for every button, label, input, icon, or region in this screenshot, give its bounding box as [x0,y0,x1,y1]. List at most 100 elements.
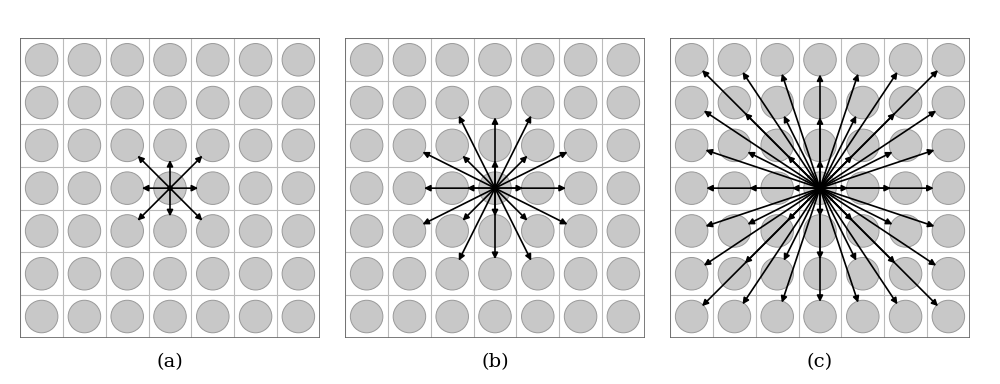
Circle shape [197,129,229,162]
Circle shape [761,43,793,76]
Circle shape [436,172,468,204]
Circle shape [239,215,272,247]
Circle shape [111,129,143,162]
Circle shape [479,258,511,290]
Circle shape [111,215,143,247]
Circle shape [436,300,468,333]
Circle shape [522,43,554,76]
Circle shape [25,86,58,119]
Circle shape [564,129,597,162]
Circle shape [675,300,708,333]
Circle shape [350,172,383,204]
Circle shape [761,258,793,290]
Circle shape [282,43,315,76]
Circle shape [493,186,497,190]
Circle shape [239,43,272,76]
Circle shape [154,258,186,290]
Circle shape [282,215,315,247]
Circle shape [889,215,922,247]
Circle shape [564,172,597,204]
Circle shape [522,172,554,204]
Circle shape [25,258,58,290]
Circle shape [889,258,922,290]
Circle shape [197,43,229,76]
Circle shape [197,300,229,333]
Circle shape [68,300,101,333]
Circle shape [607,129,640,162]
Text: (b): (b) [481,353,509,371]
Circle shape [436,86,468,119]
Circle shape [350,43,383,76]
Circle shape [479,43,511,76]
Circle shape [282,258,315,290]
Circle shape [168,186,172,190]
Circle shape [847,215,879,247]
Circle shape [154,300,186,333]
Circle shape [607,300,640,333]
Circle shape [564,258,597,290]
Circle shape [393,43,426,76]
Circle shape [718,129,751,162]
Circle shape [718,215,751,247]
Circle shape [436,43,468,76]
Circle shape [932,172,965,204]
Circle shape [607,43,640,76]
Circle shape [847,86,879,119]
Circle shape [239,86,272,119]
Circle shape [607,258,640,290]
Circle shape [889,86,922,119]
Circle shape [282,172,315,204]
Circle shape [68,215,101,247]
Circle shape [350,215,383,247]
Circle shape [718,172,751,204]
Circle shape [804,43,836,76]
Circle shape [564,86,597,119]
Circle shape [350,86,383,119]
Circle shape [25,172,58,204]
Circle shape [393,300,426,333]
Circle shape [804,129,836,162]
Circle shape [197,258,229,290]
Circle shape [889,43,922,76]
Circle shape [68,258,101,290]
Circle shape [154,215,186,247]
Circle shape [436,129,468,162]
Circle shape [68,43,101,76]
Text: (a): (a) [157,353,183,371]
Circle shape [68,129,101,162]
Circle shape [479,86,511,119]
Circle shape [675,86,708,119]
Circle shape [393,215,426,247]
Circle shape [847,129,879,162]
Circle shape [282,86,315,119]
Circle shape [761,300,793,333]
Circle shape [154,129,186,162]
Circle shape [718,258,751,290]
Circle shape [718,300,751,333]
Circle shape [239,129,272,162]
Circle shape [239,300,272,333]
Circle shape [393,258,426,290]
Circle shape [393,129,426,162]
Circle shape [761,86,793,119]
Circle shape [847,258,879,290]
Circle shape [847,172,879,204]
Circle shape [718,43,751,76]
Circle shape [522,129,554,162]
Circle shape [675,172,708,204]
Circle shape [350,300,383,333]
Text: (c): (c) [807,353,833,371]
Circle shape [932,129,965,162]
Circle shape [111,86,143,119]
Circle shape [154,86,186,119]
Circle shape [522,86,554,119]
Circle shape [68,172,101,204]
Circle shape [675,43,708,76]
Circle shape [282,129,315,162]
Circle shape [479,172,511,204]
Circle shape [111,300,143,333]
Circle shape [804,258,836,290]
Circle shape [932,215,965,247]
Circle shape [607,86,640,119]
Circle shape [847,43,879,76]
